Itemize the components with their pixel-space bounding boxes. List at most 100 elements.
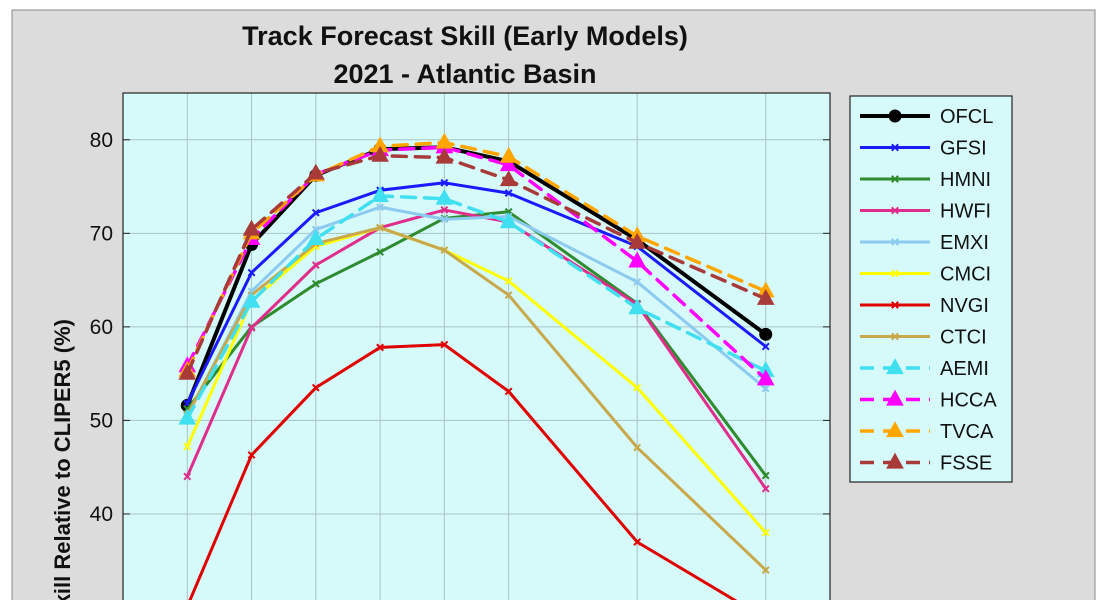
data-point-ctci <box>633 443 642 452</box>
legend-marker-ofcl <box>888 109 902 123</box>
legend-marker-ctci <box>891 332 899 341</box>
legend-entry-hcca: HCCA <box>860 390 997 412</box>
legend-marker-hmni <box>891 175 899 183</box>
series-line-tvca <box>185 140 768 373</box>
legend-label-emxi: EMXI <box>940 232 989 254</box>
data-point-aemi <box>371 186 389 202</box>
data-point-hcca <box>628 251 647 268</box>
data-point-fsse <box>756 288 775 305</box>
series-line-nvgi <box>188 343 738 600</box>
legend-box <box>849 95 1013 483</box>
data-point-gfsi <box>311 208 320 217</box>
legend-marker-gfsi <box>891 143 899 152</box>
data-point-ofcl <box>759 327 773 341</box>
data-point-nvgi <box>247 451 256 459</box>
chart-subtitle: 2021 - Atlantic Basin <box>333 59 596 89</box>
data-point-cmci <box>633 383 642 392</box>
legend-label-cmci: CMCI <box>940 264 991 286</box>
data-point-aemi <box>178 408 197 425</box>
legend-label-ctci: CTCI <box>940 327 987 349</box>
legend-entry-fsse: FSSE <box>860 453 992 475</box>
legend: OFCL GFSI HMNI HWFI EMXI CMCI NVGI CTCI AEMI HCCA… <box>849 95 1013 483</box>
data-point-ctci <box>761 566 770 574</box>
data-point-fsse <box>628 232 647 249</box>
data-point-nvgi <box>311 383 320 392</box>
legend-entry-nvgi: NVGI <box>860 295 989 317</box>
data-point-aemi <box>628 298 647 315</box>
legend-marker-cmci <box>891 269 899 278</box>
data-point-cmci <box>183 442 192 451</box>
legend-marker-nvgi <box>891 301 899 309</box>
y-tick-label: 50 <box>90 409 113 432</box>
chart-title: Track Forecast Skill (Early Models) <box>242 21 688 51</box>
legend-label-hcca: HCCA <box>940 390 997 412</box>
data-point-hwfi <box>247 323 256 332</box>
y-tick-label: 80 <box>90 129 113 152</box>
legend-entry-hmni: HMNI <box>860 169 991 191</box>
series-line-hcca <box>185 145 768 381</box>
data-point-ctci <box>440 246 449 255</box>
data-point-hwfi <box>311 261 320 270</box>
legend-entry-ctci: CTCI <box>860 327 987 349</box>
series-line-emxi <box>185 205 768 418</box>
data-point-aemi <box>435 188 454 205</box>
legend-label-hmni: HMNI <box>940 169 991 191</box>
data-point-emxi <box>633 278 642 286</box>
series-line-hwfi <box>185 208 768 491</box>
data-point-fsse <box>178 363 197 380</box>
data-point-fsse <box>242 219 261 236</box>
data-point-hwfi <box>183 472 192 481</box>
data-point-hwfi <box>761 484 770 493</box>
legend-entry-emxi: EMXI <box>860 232 989 254</box>
legend-marker-emxi <box>891 238 899 246</box>
data-point-fsse <box>499 170 518 187</box>
data-point-gfsi <box>761 342 770 351</box>
legend-marker-hcca <box>886 389 904 406</box>
legend-label-hwfi: HWFI <box>940 201 991 223</box>
data-point-nvgi <box>376 343 384 352</box>
series-line-ctci <box>185 226 768 572</box>
data-point-hwfi <box>440 206 449 214</box>
data-point-gfsi <box>440 178 449 187</box>
plot-area: 40 50 60 70 80 <box>90 92 831 600</box>
legend-label-nvgi: NVGI <box>940 295 989 317</box>
legend-label-gfsi: GFSI <box>940 138 987 160</box>
legend-entry-ofcl: OFCL <box>860 106 993 128</box>
data-point-aemi <box>242 291 261 308</box>
data-point-gfsi <box>247 268 256 277</box>
series-aemi <box>178 186 775 425</box>
series-line-hmni <box>185 210 768 478</box>
series-layer <box>178 132 775 600</box>
y-axis-label: Skill Relative to CLIPER5 (%) <box>50 319 75 600</box>
series-nvgi <box>188 340 738 600</box>
y-tick-label: 70 <box>90 222 113 245</box>
data-point-nvgi <box>633 538 642 546</box>
data-point-fsse <box>371 145 389 162</box>
y-tick-label: 40 <box>90 503 113 526</box>
data-point-fsse <box>435 147 454 164</box>
data-point-fsse <box>306 163 325 180</box>
legend-entry-gfsi: GFSI <box>860 138 987 160</box>
legend-entry-tvca: TVCA <box>860 421 994 443</box>
legend-marker-fsse <box>886 452 904 469</box>
series-line-gfsi <box>185 181 768 406</box>
data-point-emxi <box>376 203 384 212</box>
data-point-hmni <box>376 248 384 256</box>
data-point-emxi <box>440 215 449 224</box>
plot-background <box>123 93 830 600</box>
data-point-hmni <box>761 471 770 480</box>
legend-label-ofcl: OFCL <box>940 106 993 128</box>
data-point-tvca <box>499 146 518 163</box>
plot-border <box>122 92 831 600</box>
legend-marker-tvca <box>886 421 904 438</box>
legend-label-tvca: TVCA <box>940 421 994 443</box>
data-point-emxi <box>761 384 770 393</box>
data-point-hcca <box>756 369 775 386</box>
data-point-cmci <box>761 528 770 537</box>
series-line-fsse <box>185 153 768 376</box>
series-line-aemi <box>185 194 768 421</box>
legend-marker-hwfi <box>891 206 899 215</box>
y-tick-label: 60 <box>90 316 113 339</box>
